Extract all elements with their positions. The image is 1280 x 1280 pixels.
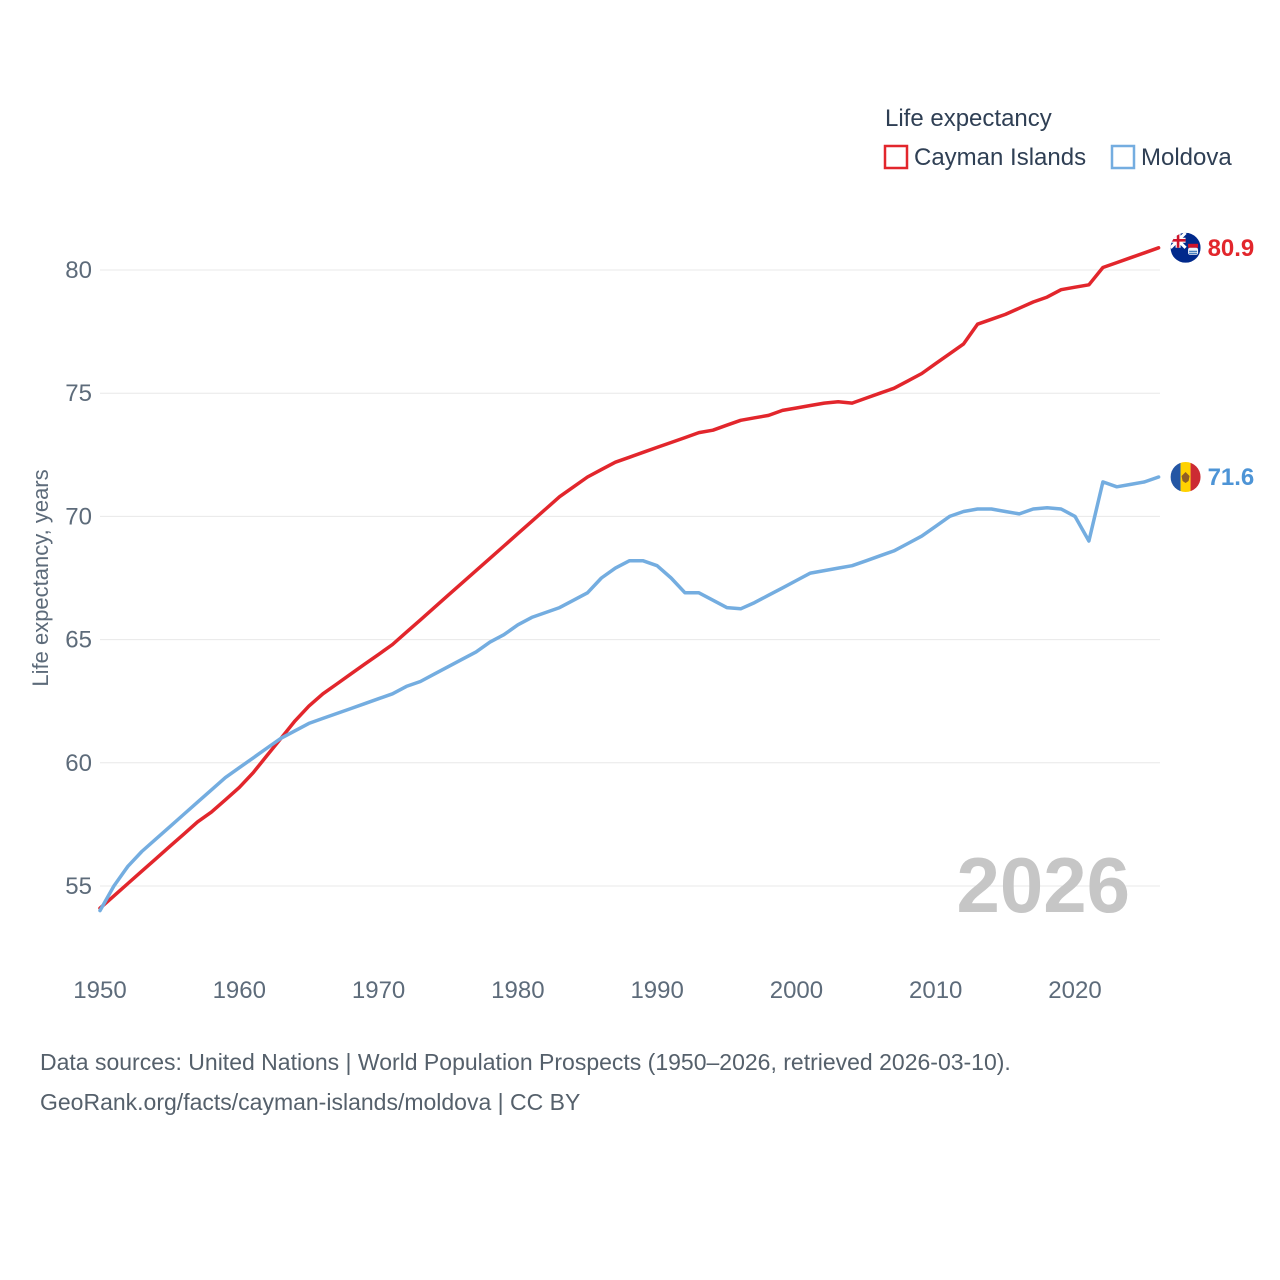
x-tick-label: 1970 bbox=[352, 977, 405, 1004]
x-tick-label: 1960 bbox=[213, 977, 266, 1004]
x-tick-label: 1990 bbox=[630, 977, 683, 1004]
y-axis-tick-labels: 55 60 65 70 75 80 bbox=[65, 257, 92, 900]
legend: Life expectancy Cayman Islands Moldova bbox=[883, 105, 1232, 171]
y-tick-label: 65 bbox=[65, 627, 92, 654]
footer-line-2: GeoRank.org/facts/cayman-islands/moldova… bbox=[40, 1089, 581, 1115]
x-tick-label: 2000 bbox=[770, 977, 823, 1004]
x-axis-tick-labels: 1950 1960 1970 1980 1990 2000 2010 2020 bbox=[73, 977, 1101, 1004]
data-source-footer: Data sources: United Nations | World Pop… bbox=[40, 1042, 1240, 1122]
moldova-flag-icon bbox=[1171, 462, 1201, 492]
moldova-end-value: 71.6 bbox=[1208, 464, 1255, 491]
legend-label-moldova: Moldova bbox=[1141, 144, 1232, 171]
legend-label-cayman: Cayman Islands bbox=[914, 144, 1086, 171]
chart-svg: 55 60 65 70 75 80 1950 1960 1970 1980 1990 2000 201… bbox=[28, 105, 1255, 1004]
moldova-legend-swatch-icon bbox=[1110, 144, 1136, 170]
legend-title: Life expectancy bbox=[885, 105, 1052, 132]
y-tick-label: 55 bbox=[65, 873, 92, 900]
series-line-cayman-islands bbox=[98, 246, 1161, 910]
y-tick-label: 70 bbox=[65, 503, 92, 530]
y-tick-label: 80 bbox=[65, 257, 92, 284]
y-axis-title: Life expectancy, years bbox=[28, 469, 53, 686]
y-tick-label: 75 bbox=[65, 380, 92, 407]
x-tick-label: 1980 bbox=[491, 977, 544, 1004]
line-chart: 55 60 65 70 75 80 1950 1960 1970 1980 1990 2000 201… bbox=[28, 105, 1255, 1004]
x-tick-label: 2010 bbox=[909, 977, 962, 1004]
y-tick-label: 60 bbox=[65, 750, 92, 777]
cayman-legend-swatch-icon bbox=[883, 144, 909, 170]
gridlines bbox=[100, 269, 1160, 887]
footer-line-1: Data sources: United Nations | World Pop… bbox=[40, 1049, 1011, 1075]
cayman-flag-icon bbox=[1171, 233, 1201, 263]
watermark-year: 2026 bbox=[956, 841, 1130, 929]
x-tick-label: 1950 bbox=[73, 977, 126, 1004]
data-series-lines bbox=[98, 246, 1161, 913]
x-tick-label: 2020 bbox=[1048, 977, 1101, 1004]
cayman-end-value: 80.9 bbox=[1208, 235, 1255, 262]
series-line-moldova bbox=[98, 475, 1161, 913]
